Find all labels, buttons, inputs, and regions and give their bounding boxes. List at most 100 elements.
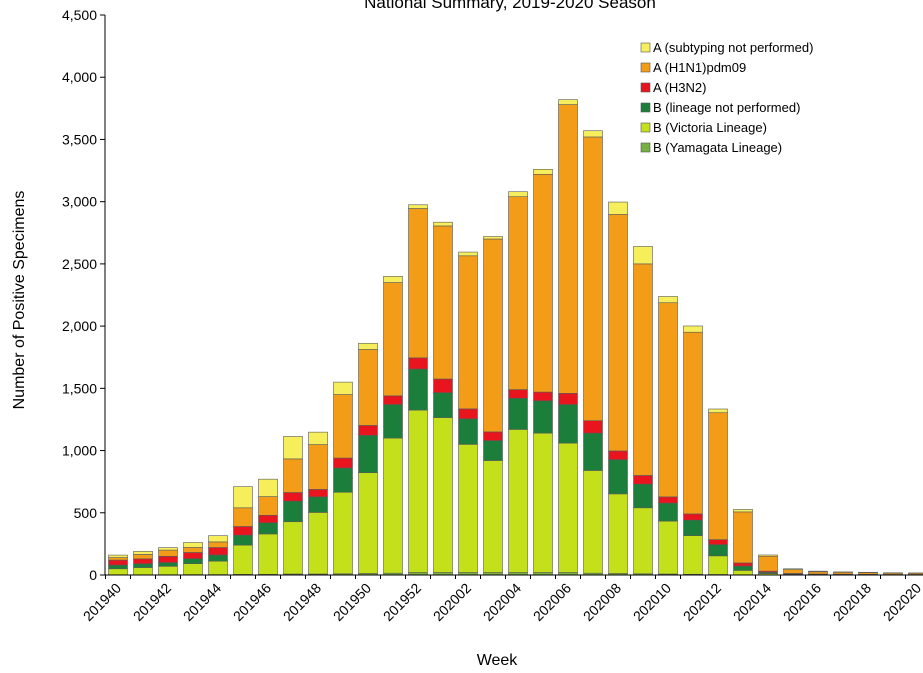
legend-swatch (640, 142, 651, 153)
x-tick-label: 201942 (130, 580, 174, 624)
bar-segment-202014-s5 (783, 568, 803, 570)
bar-segment-201946-s4 (258, 496, 278, 516)
bar-segment-202010-s1 (683, 535, 703, 575)
bar-segment-201952-s2 (408, 368, 428, 411)
y-tick-label: 1,000 (62, 443, 97, 459)
legend-label: A (H3N2) (653, 80, 706, 95)
bar-segment-201953-s3 (433, 378, 453, 393)
bar-segment-201942-s3 (158, 556, 178, 563)
bar-segment-201940-s5 (108, 554, 128, 558)
bar-segment-201944-s5 (208, 535, 228, 543)
bar-segment-202004-s4 (533, 173, 553, 393)
bar-segment-202012-s3 (733, 562, 753, 567)
bar-segment-202004-s1 (533, 432, 553, 573)
bar-segment-202006-s1 (583, 470, 603, 574)
x-tick-label: 202004 (480, 580, 524, 624)
x-tick-label: 201946 (230, 580, 274, 624)
bar-segment-202008-s3 (633, 475, 653, 485)
y-tick-label: 2,500 (62, 256, 97, 272)
bar-segment-201945-s5 (233, 486, 253, 509)
bar-segment-201952-s5 (408, 204, 428, 209)
bar-segment-201940-s2 (108, 564, 128, 570)
bar-segment-201951-s5 (383, 276, 403, 283)
bar-segment-201949-s3 (333, 457, 353, 469)
bar-segment-202009-s1 (658, 520, 678, 575)
bar-segment-202005-s2 (558, 404, 578, 444)
bar-segment-201949-s4 (333, 394, 353, 459)
bar-segment-201949-s2 (333, 467, 353, 493)
bar-segment-202008-s2 (633, 483, 653, 509)
bar-segment-202011-s1 (708, 555, 728, 575)
bar-segment-201953-s5 (433, 221, 453, 227)
bar-segment-201945-s2 (233, 534, 253, 546)
bar-segment-201944-s4 (208, 541, 228, 548)
bar-segment-202005-s4 (558, 104, 578, 394)
x-axis-title: Week (477, 652, 519, 669)
bar-segment-202011-s3 (708, 539, 728, 545)
legend-swatch (640, 42, 651, 53)
legend-label: B (lineage not performed) (653, 100, 800, 115)
y-tick-label: 3,500 (62, 131, 97, 147)
bar-segment-201941-s1 (133, 567, 153, 576)
bar-segment-202009-s3 (658, 496, 678, 504)
y-tick-label: 500 (74, 505, 98, 521)
bar-segment-202011-s4 (708, 412, 728, 540)
bar-segment-202013-s5 (758, 554, 778, 557)
bar-segment-201947-s3 (283, 492, 303, 502)
legend-swatch (640, 122, 651, 133)
bar-segment-202003-s4 (508, 196, 528, 390)
legend-label: B (Yamagata Lineage) (653, 140, 782, 155)
bar-segment-202011-s5 (708, 408, 728, 414)
y-tick-label: 4,000 (62, 69, 97, 85)
bar-segment-201940-s3 (108, 559, 128, 566)
bar-segment-201950-s2 (358, 435, 378, 474)
bar-segment-202009-s4 (658, 302, 678, 498)
bar-segment-201948-s1 (308, 512, 328, 575)
bar-segment-202003-s5 (508, 191, 528, 197)
y-ticks-group: 0 500 1,000 1,500 2,000 2,500 3,000 3,500 4,000 4… (62, 7, 105, 583)
bar-segment-201950-s4 (358, 349, 378, 426)
bar-segment-201946-s2 (258, 522, 278, 535)
bar-segment-202006-s2 (583, 432, 603, 471)
bar-segment-201948-s3 (308, 489, 328, 498)
y-tick-label: 0 (89, 567, 97, 583)
bar-segment-202007-s1 (608, 493, 628, 574)
bar-segment-201942-s5 (158, 547, 178, 551)
bar-segment-202005-s1 (558, 442, 578, 573)
legend: A (subtyping not performed) A (H1N1)pdm09… (640, 40, 813, 155)
x-tick-label: 202006 (530, 580, 574, 624)
bar-segment-201941-s4 (133, 554, 153, 560)
bar-segment-202008-s1 (633, 507, 653, 575)
x-tick-label: 202010 (630, 580, 674, 624)
bar-segment-202007-s3 (608, 450, 628, 460)
chart-title: National Summary, 2019-2020 Season (364, 0, 656, 12)
bar-segment-201940-s4 (108, 557, 128, 561)
x-tick-label: 201948 (280, 580, 324, 624)
bar-segment-202008-s5 (633, 246, 653, 265)
bar-segment-202002-s4 (483, 238, 503, 433)
x-tick-label: 202014 (730, 580, 774, 624)
bar-segment-202006-s3 (583, 420, 603, 434)
bar-segment-202013-s4 (758, 555, 778, 572)
bar-segment-201945-s1 (233, 544, 253, 575)
bar-segment-202003-s1 (508, 429, 528, 573)
bar-segment-202007-s2 (608, 459, 628, 495)
bar-segment-202001-s1 (458, 444, 478, 573)
bar-segment-201947-s1 (283, 521, 303, 575)
bar-segment-202003-s2 (508, 397, 528, 430)
bar-segment-202011-s2 (708, 544, 728, 557)
x-tick-label: 202018 (830, 580, 874, 624)
bar-segment-202002-s1 (483, 460, 503, 573)
bar-segment-202001-s2 (458, 418, 478, 445)
bar-segment-202006-s5 (583, 130, 603, 138)
bar-segment-201952-s3 (408, 357, 428, 370)
bar-segment-201950-s1 (358, 472, 378, 574)
x-tick-label: 201944 (180, 580, 224, 624)
bar-segment-201941-s3 (133, 558, 153, 565)
bar-segment-202005-s3 (558, 393, 578, 405)
bar-segment-202001-s5 (458, 251, 478, 257)
bar-segment-201953-s2 (433, 392, 453, 418)
bar-segment-201946-s5 (258, 478, 278, 497)
bar-segment-202010-s3 (683, 513, 703, 521)
legend-label: A (subtyping not performed) (653, 40, 813, 55)
